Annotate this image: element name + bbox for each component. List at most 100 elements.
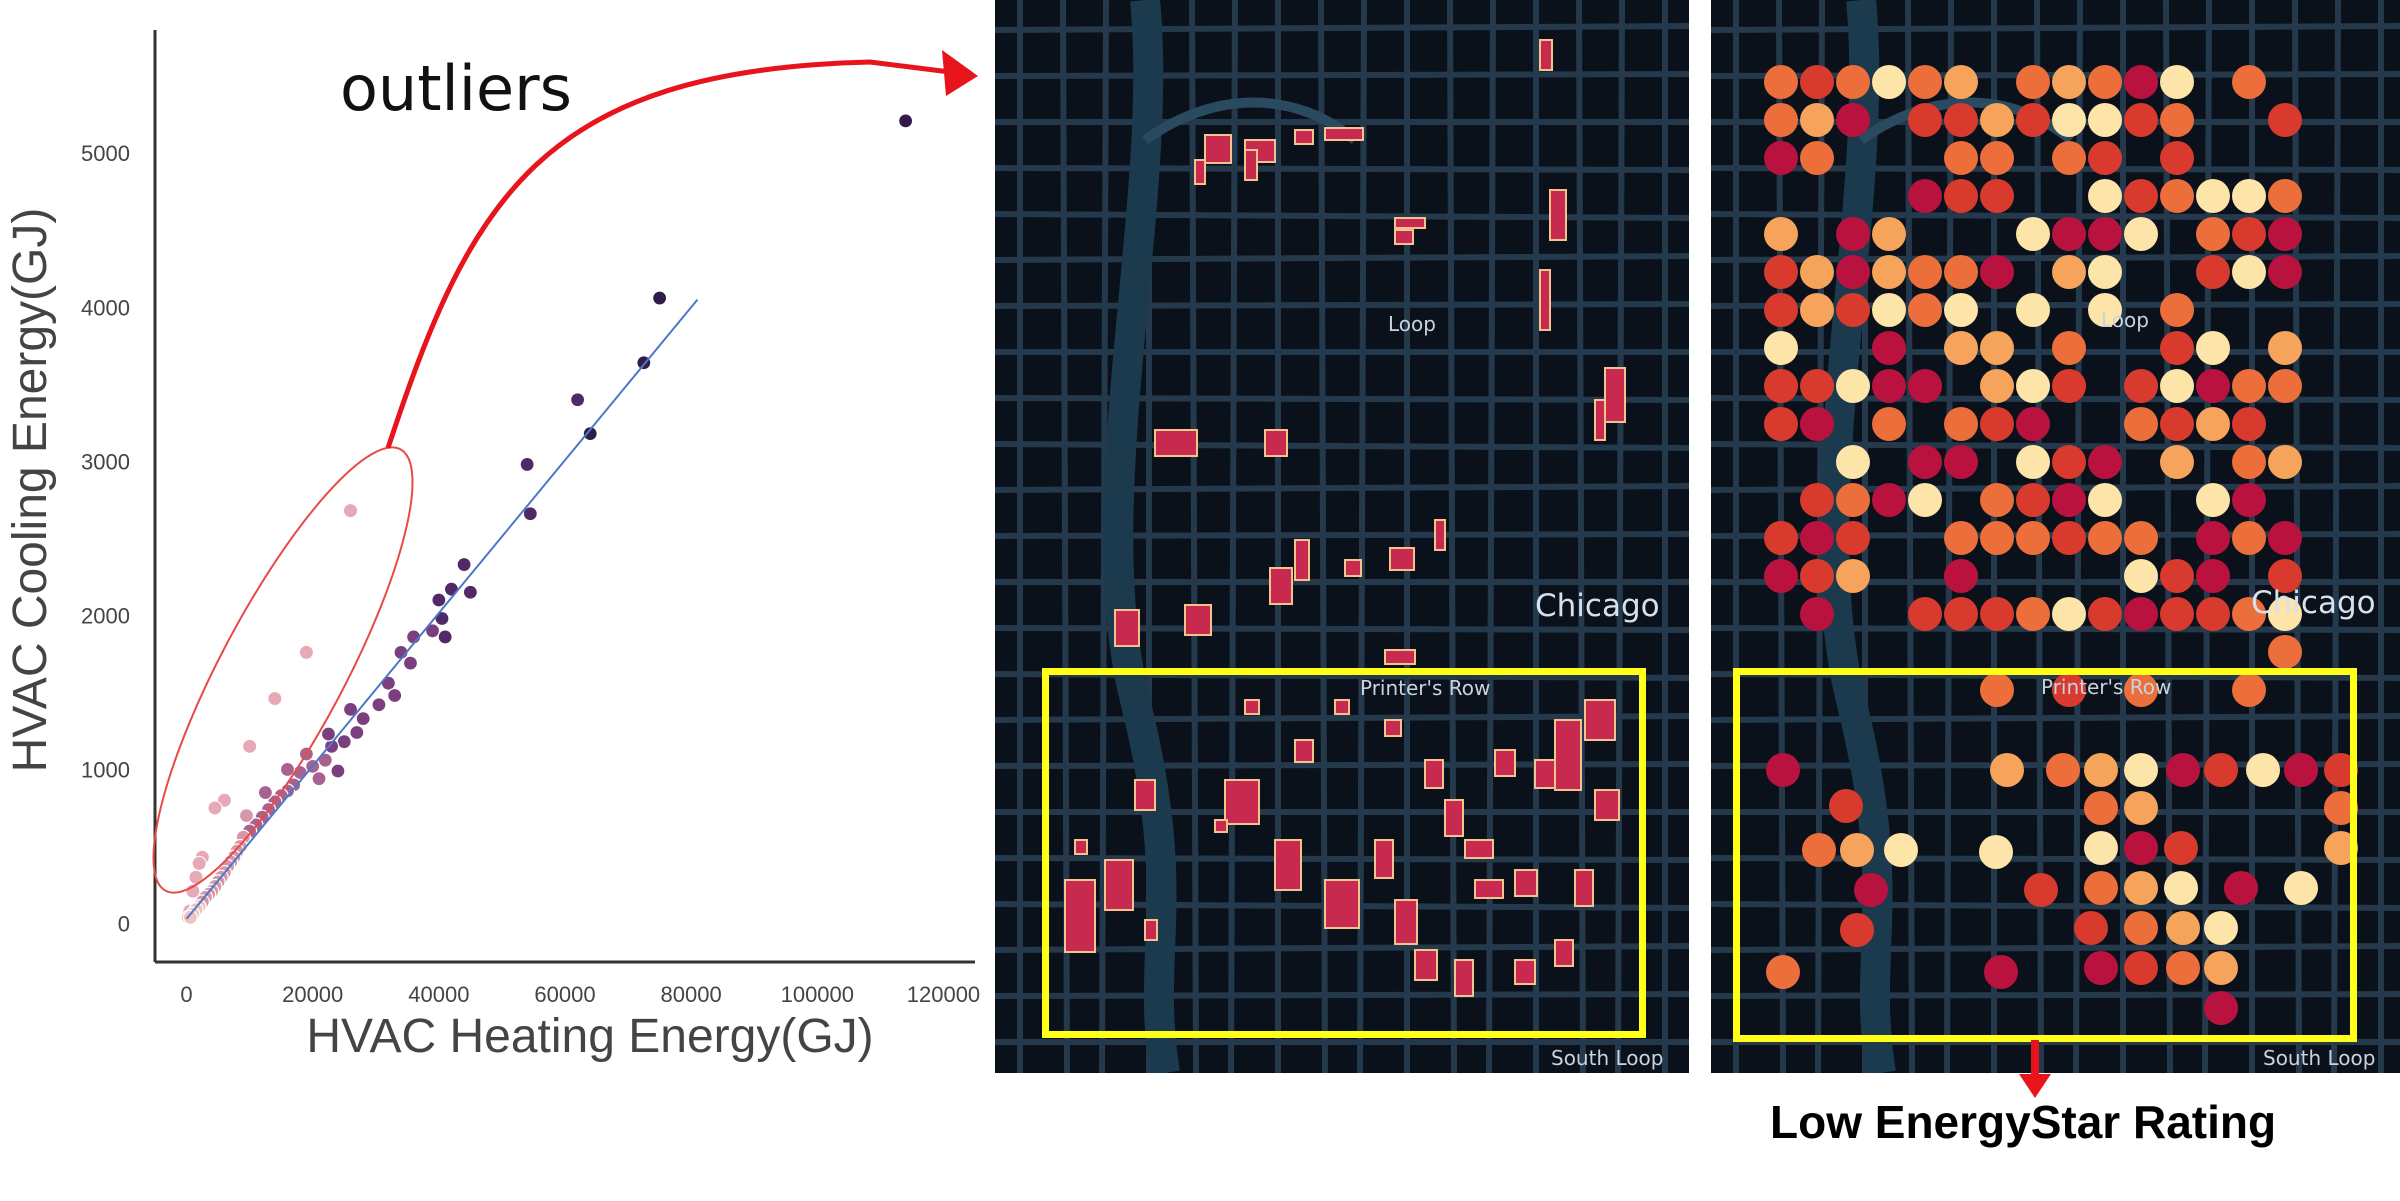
energystar-marker xyxy=(1944,407,1978,441)
energystar-marker xyxy=(1836,65,1870,99)
low-energystar-caption: Low EnergyStar Rating xyxy=(1770,1096,2277,1148)
energystar-marker xyxy=(1908,179,1942,213)
energystar-marker xyxy=(2124,103,2158,137)
data-point xyxy=(371,697,387,713)
data-point xyxy=(402,655,419,671)
energystar-marker xyxy=(2084,753,2118,787)
energystar-marker xyxy=(1840,913,1874,947)
map1-label-chicago: Chicago xyxy=(1535,588,1660,624)
y-tick-label: 2000 xyxy=(81,603,130,628)
energystar-marker xyxy=(1872,331,1906,365)
building-footprint xyxy=(1264,429,1288,457)
energystar-marker xyxy=(1944,141,1978,175)
energystar-marker xyxy=(2052,445,2086,479)
energystar-marker xyxy=(1872,407,1906,441)
energystar-marker xyxy=(2232,65,2266,99)
building-footprint xyxy=(1424,759,1444,789)
energystar-marker xyxy=(2166,911,2200,945)
energystar-marker xyxy=(2232,217,2266,251)
energystar-marker xyxy=(2124,753,2158,787)
energystar-marker xyxy=(2052,369,2086,403)
energystar-marker xyxy=(2124,369,2158,403)
data-point xyxy=(182,909,198,925)
energystar-marker xyxy=(1990,753,2024,787)
building-footprint xyxy=(1394,229,1414,245)
energystar-marker xyxy=(2088,521,2122,555)
data-point xyxy=(324,738,340,754)
data-point xyxy=(349,724,365,741)
energystar-marker xyxy=(2232,255,2266,289)
energystar-marker xyxy=(2204,753,2238,787)
energystar-marker xyxy=(1836,255,1870,289)
outlier-ellipse xyxy=(152,446,414,894)
outlier-point xyxy=(298,644,314,660)
energystar-marker xyxy=(2088,293,2122,327)
energystar-marker xyxy=(2196,597,2230,631)
energystar-marker xyxy=(1800,559,1834,593)
building-footprint xyxy=(1374,839,1394,879)
energystar-marker xyxy=(1944,65,1978,99)
energystar-marker xyxy=(2232,369,2266,403)
energystar-marker xyxy=(2124,407,2158,441)
energystar-marker xyxy=(2124,217,2158,251)
building-footprint xyxy=(1074,839,1088,855)
energystar-marker xyxy=(1764,65,1798,99)
building-footprint xyxy=(1144,919,1158,941)
energystar-marker xyxy=(1800,521,1834,555)
building-footprint xyxy=(1394,217,1426,229)
energystar-marker xyxy=(1802,833,1836,867)
building-footprint xyxy=(1384,719,1402,737)
building-footprint xyxy=(1184,604,1212,636)
energystar-marker xyxy=(1764,255,1798,289)
energystar-marker xyxy=(1944,559,1978,593)
data-point xyxy=(257,784,273,801)
energystar-marker xyxy=(2232,483,2266,517)
energystar-marker xyxy=(1764,369,1798,403)
energystar-marker xyxy=(1829,789,1863,823)
outlier-point xyxy=(207,800,223,816)
energystar-marker xyxy=(2268,179,2302,213)
energystar-marker xyxy=(2268,331,2302,365)
energystar-marker xyxy=(2052,483,2086,517)
energystar-marker xyxy=(2204,951,2238,985)
energystar-marker xyxy=(2324,753,2358,787)
energystar-marker xyxy=(2016,521,2050,555)
river xyxy=(1819,0,1896,1073)
energystar-marker xyxy=(2268,635,2302,669)
building-footprint xyxy=(1574,869,1594,907)
energystar-marker xyxy=(1980,521,2014,555)
x-tick-label: 60000 xyxy=(534,982,595,1007)
energystar-marker xyxy=(2268,217,2302,251)
energystar-marker xyxy=(2196,217,2230,251)
building-footprint xyxy=(1594,399,1606,441)
energystar-marker xyxy=(2052,65,2086,99)
building-footprint xyxy=(1464,839,1494,859)
energystar-marker xyxy=(2232,445,2266,479)
y-axis-label: HVAC Cooling Energy(GJ) xyxy=(4,208,57,773)
energystar-marker xyxy=(2284,871,2318,905)
building-footprint xyxy=(1224,779,1260,825)
data-point xyxy=(311,771,327,787)
chart-axes xyxy=(153,30,975,964)
energystar-marker xyxy=(1872,369,1906,403)
energystar-marker xyxy=(2160,559,2194,593)
data-point xyxy=(336,734,352,750)
energystar-marker xyxy=(2268,597,2302,631)
energystar-marker xyxy=(2268,445,2302,479)
energystar-marker xyxy=(1872,293,1906,327)
energystar-rating-map[interactable]: Loop Chicago Printer's Row South Loop xyxy=(1711,0,2400,1073)
energystar-marker xyxy=(2016,407,2050,441)
building-footprint xyxy=(1114,609,1140,647)
energystar-marker xyxy=(2324,791,2358,825)
building-footprint xyxy=(1604,367,1626,423)
building-footprint xyxy=(1334,699,1350,715)
energystar-marker xyxy=(2088,103,2122,137)
energystar-marker xyxy=(1980,103,2014,137)
outliers-annotation: outliers xyxy=(340,52,572,125)
building-footprint xyxy=(1064,879,1096,953)
building-footprint xyxy=(1434,519,1446,551)
building-footprint-map[interactable]: Loop Chicago Printer's Row South Loop xyxy=(995,0,1689,1073)
building-footprint xyxy=(1244,699,1260,715)
energystar-marker xyxy=(1836,103,1870,137)
data-point xyxy=(355,711,371,727)
